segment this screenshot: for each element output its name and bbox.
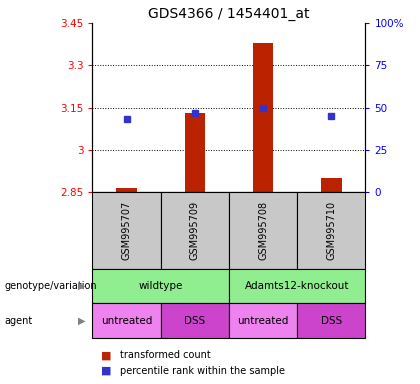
Text: untreated: untreated	[101, 316, 152, 326]
Text: percentile rank within the sample: percentile rank within the sample	[120, 366, 285, 376]
Bar	[92, 192, 161, 269]
Bar	[297, 192, 365, 269]
Text: GSM995710: GSM995710	[326, 201, 336, 260]
Text: ▶: ▶	[78, 316, 85, 326]
Text: agent: agent	[4, 316, 32, 326]
Bar	[297, 303, 365, 338]
Text: ▶: ▶	[78, 281, 85, 291]
Text: GSM995708: GSM995708	[258, 201, 268, 260]
Bar	[229, 303, 297, 338]
Bar	[321, 178, 341, 192]
Bar	[92, 269, 229, 303]
Text: genotype/variation: genotype/variation	[4, 281, 97, 291]
Bar	[229, 269, 365, 303]
Bar	[116, 188, 137, 192]
Text: Adamts12-knockout: Adamts12-knockout	[245, 281, 349, 291]
Bar	[229, 192, 297, 269]
Text: ■: ■	[101, 366, 111, 376]
Bar	[92, 303, 161, 338]
Text: GSM995707: GSM995707	[121, 201, 131, 260]
Text: ■: ■	[101, 350, 111, 360]
Text: wildtype: wildtype	[139, 281, 183, 291]
Title: GDS4366 / 1454401_at: GDS4366 / 1454401_at	[148, 7, 310, 21]
Text: transformed count: transformed count	[120, 350, 210, 360]
Text: DSS: DSS	[184, 316, 205, 326]
Text: untreated: untreated	[237, 316, 289, 326]
Bar	[161, 192, 229, 269]
Bar	[253, 43, 273, 192]
Bar	[161, 303, 229, 338]
Text: GSM995709: GSM995709	[190, 201, 200, 260]
Text: DSS: DSS	[320, 316, 342, 326]
Bar	[184, 113, 205, 192]
